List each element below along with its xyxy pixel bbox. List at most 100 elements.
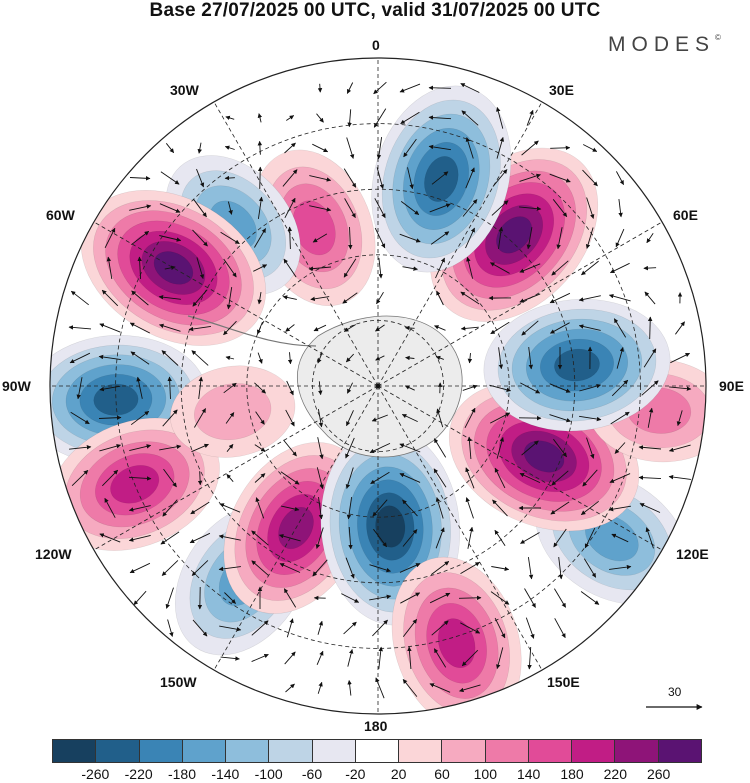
wind-arrow: [101, 289, 119, 307]
wind-arrow: [399, 473, 421, 483]
wind-arrow: [257, 113, 263, 123]
wind-arrow: [465, 227, 475, 249]
wind-arrow: [347, 109, 352, 128]
wind-arrow: [464, 407, 476, 429]
wind-arrow: [346, 137, 355, 159]
contour-band: [375, 505, 406, 548]
wind-arrow: [197, 471, 203, 486]
wind-arrow: [582, 169, 598, 187]
wind-arrow: [465, 167, 475, 189]
wind-arrow: [191, 350, 209, 366]
wind-arrow: [317, 83, 323, 93]
colorbar-swatch: [658, 740, 701, 762]
wind-arrow: [309, 205, 332, 212]
wind-arrow: [130, 351, 150, 365]
meridian-line: [213, 101, 379, 387]
wind-arrow: [579, 415, 602, 422]
meridian-line: [377, 101, 543, 387]
wind-arrow: [466, 256, 474, 279]
wind-arrow: [317, 409, 324, 428]
wind-arrow: [400, 592, 421, 604]
wind-arrow: [491, 200, 509, 216]
colorbar-tick-label: -20: [345, 766, 366, 782]
wind-arrow: [462, 384, 478, 391]
wind-arrow: [614, 442, 626, 454]
colorbar-tick-label: -60: [301, 766, 323, 782]
wind-arrow: [312, 233, 328, 243]
wind-arrow: [676, 410, 683, 427]
wind-arrow: [312, 143, 329, 153]
wind-arrow: [316, 113, 324, 123]
wind-arrow: [76, 377, 83, 400]
wind-arrow: [225, 115, 235, 121]
wind-arrow: [498, 226, 504, 249]
anomaly-pos-95w-inner: [170, 365, 296, 458]
wind-arrow: [312, 559, 328, 577]
wind-arrow: [282, 295, 297, 300]
wind-arrow: [375, 355, 385, 361]
wind-arrow: [137, 256, 142, 280]
wind-arrow: [218, 566, 241, 572]
meridian-line: [377, 385, 663, 551]
brand-logo: MODES©: [608, 33, 721, 57]
wind-arrow: [435, 497, 444, 519]
wind-arrow: [490, 321, 510, 335]
wind-arrow: [69, 352, 91, 364]
wind-arrow: [99, 533, 121, 543]
wind-arrow: [219, 503, 241, 513]
wind-arrow: [129, 322, 151, 334]
wind-arrow: [282, 169, 298, 187]
wind-arrow: [496, 136, 505, 159]
south-pole-marker: [375, 383, 381, 389]
wind-arrow: [223, 320, 237, 336]
colorbar-swatch: [572, 740, 616, 762]
wind-arrow: [164, 265, 176, 270]
wind-arrow: [348, 526, 353, 550]
wind-arrow: [286, 618, 294, 638]
wind-arrow: [399, 233, 421, 243]
colorbar-swatch: [96, 740, 140, 762]
wind-arrow: [136, 376, 143, 399]
wind-arrow: [70, 411, 90, 425]
wind-arrow: [669, 386, 692, 391]
colorbar-swatch: [528, 740, 573, 762]
wind-arrow: [104, 497, 116, 518]
wind-arrow: [310, 296, 330, 302]
wind-arrow: [373, 81, 387, 95]
wind-arrow: [318, 381, 323, 396]
wind-arrow: [552, 199, 568, 218]
lon-label-180: 180: [364, 718, 388, 734]
polar-map: [49, 57, 707, 715]
wind-arrow: [68, 325, 92, 330]
wind-arrow: [220, 656, 240, 661]
anomaly-pos-115e: [448, 381, 640, 532]
wind-arrow: [615, 228, 625, 248]
wind-arrow: [192, 229, 208, 247]
wind-arrow: [343, 168, 357, 188]
wind-arrow: [283, 588, 297, 608]
wind-arrow: [345, 557, 355, 579]
wind-arrow: [496, 106, 504, 129]
wind-arrow: [372, 499, 388, 517]
wind-arrow: [556, 227, 563, 250]
wind-arrow: [317, 620, 324, 635]
wind-arrow: [131, 290, 149, 306]
colorbar-swatches: [52, 739, 702, 763]
wind-arrow: [347, 648, 354, 667]
wind-arrow: [219, 625, 242, 632]
wind-arrow: [191, 443, 209, 453]
wind-arrow: [254, 228, 266, 248]
wind-arrow: [460, 562, 480, 574]
wind-arrow: [128, 534, 151, 542]
wind-arrow: [458, 595, 482, 601]
wind-arrow: [405, 355, 415, 361]
wind-arrow: [317, 352, 323, 364]
wind-arrow: [162, 499, 178, 517]
wind-arrow: [521, 140, 539, 156]
lon-label-90e: 90E: [719, 378, 744, 394]
wind-arrow: [490, 591, 510, 605]
wind-arrow: [283, 258, 297, 278]
wind-arrow: [257, 352, 263, 364]
wind-arrow: [159, 444, 182, 451]
colorbar-tick-label: -260: [81, 766, 110, 782]
